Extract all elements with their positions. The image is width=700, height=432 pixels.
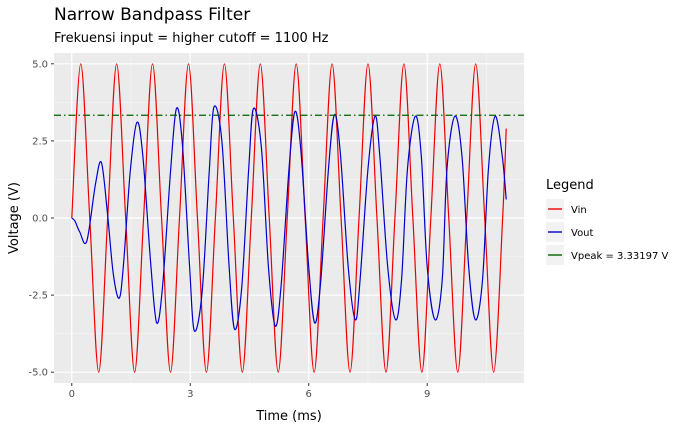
grid-major [54,53,524,383]
y-tick-label: 2.5 [32,136,48,147]
x-tick-label: 3 [187,389,193,400]
legend-label: Vpeak = 3.33197 V [571,251,669,262]
x-tick-label: 0 [69,389,75,400]
legend-title: Legend [546,178,594,193]
y-axis-title: Voltage (V) [7,182,22,254]
y-axis: -5.0 -2.5 0.0 2.5 5.0 [28,59,54,379]
legend-label: Vout [571,228,594,239]
series-vout-line [71,105,507,332]
chart-subtitle: Frekuensi input = higher cutoff = 1100 H… [54,31,329,46]
y-tick-label: 5.0 [32,59,48,70]
x-axis-title: Time (ms) [255,409,322,424]
legend: Legend Vin Vout Vpeak = 3.33197 V [546,178,669,265]
y-tick-label: -5.0 [28,368,48,379]
legend-label: Vin [571,205,587,216]
series-layer [54,63,524,373]
x-axis: 0 3 6 9 [69,383,430,400]
x-tick-label: 6 [306,389,312,400]
x-tick-label: 9 [424,389,430,400]
y-tick-label: 0.0 [32,214,48,225]
plot-area [54,53,524,383]
legend-entries: Vin Vout Vpeak = 3.33197 V [546,199,669,265]
chart-title: Narrow Bandpass Filter [54,5,250,25]
y-tick-label: -2.5 [28,291,48,302]
